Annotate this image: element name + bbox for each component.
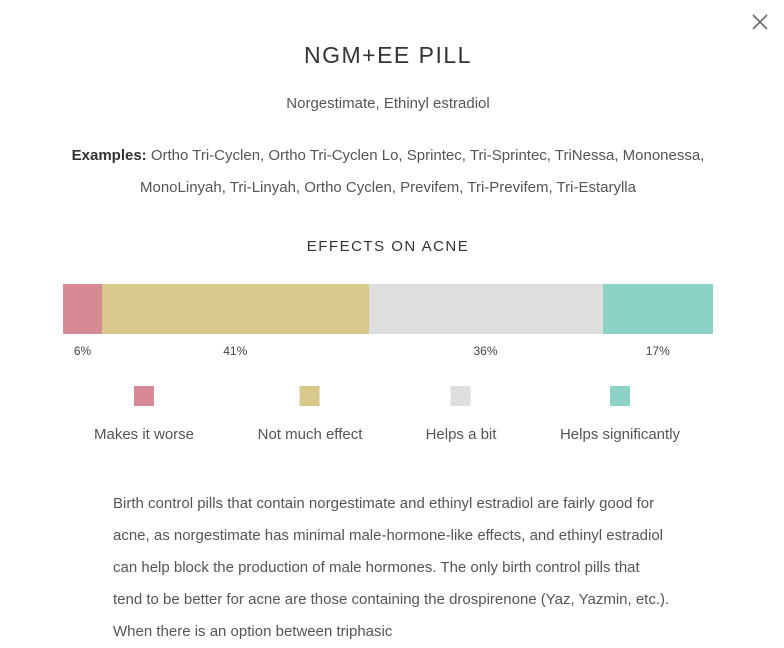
legend-swatch (134, 386, 154, 406)
close-icon[interactable] (751, 13, 769, 31)
legend-label: Helps significantly (559, 426, 681, 443)
pill-ingredients: Norgestimate, Ethinyl estradiol (286, 95, 490, 112)
percent-label-1: 6% (73, 344, 92, 358)
examples-label: Examples: (71, 147, 147, 164)
legend-label: Helps a bit (425, 426, 497, 443)
examples-paragraph: Examples: Ortho Tri-Cyclen, Ortho Tri-Cy… (40, 140, 736, 204)
legend-label: Makes it worse (93, 426, 195, 443)
legend-swatch (451, 386, 471, 406)
bar-segment-1 (63, 284, 102, 334)
legend-item-2: Not much effect (257, 386, 363, 443)
description-paragraph: Birth control pills that contain norgest… (113, 495, 670, 640)
legend-item-1: Makes it worse (94, 386, 194, 443)
bar-segment-2 (102, 284, 369, 334)
examples-list: Ortho Tri-Cyclen, Ortho Tri-Cyclen Lo, S… (140, 147, 705, 196)
legend-swatch (610, 386, 630, 406)
bar-segment-4 (602, 284, 713, 334)
legend-label: Not much effect (257, 426, 363, 443)
percent-label-3: 36% (473, 344, 498, 358)
percent-label-4: 17% (645, 344, 670, 358)
legend-swatch (300, 386, 320, 406)
acne-effects-bar-chart (63, 284, 713, 334)
effects-title: EFFECTS ON ACNE (306, 238, 470, 255)
legend-item-3: Helps a bit (425, 386, 497, 443)
bar-segment-3 (368, 284, 603, 334)
legend-item-4: Helps significantly (560, 386, 680, 443)
percent-label-2: 41% (223, 344, 248, 358)
pill-title: NGM+EE PILL (304, 42, 472, 68)
